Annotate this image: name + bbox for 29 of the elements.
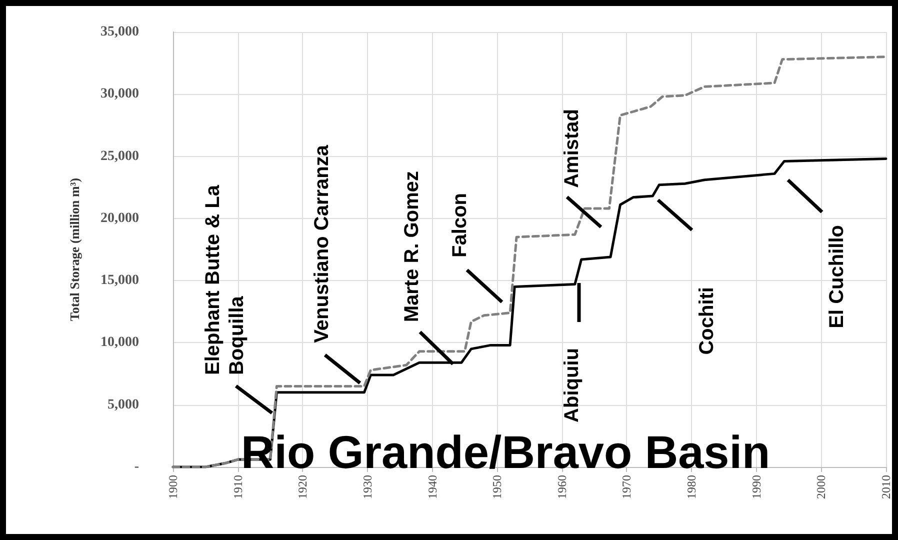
x-tick-label: 1900 xyxy=(166,475,180,499)
x-tick-label: 1940 xyxy=(425,475,440,499)
x-tick-label: 1990 xyxy=(749,475,764,499)
y-tick-label: 15,000 xyxy=(100,273,139,288)
y-tick-label: 25,000 xyxy=(100,148,139,164)
x-tick-label: 2000 xyxy=(814,475,828,499)
annotation: Amistad xyxy=(560,109,584,188)
annotation: Falcon xyxy=(448,192,472,257)
annotation: Cochiti xyxy=(695,287,719,355)
x-tick-label: 1970 xyxy=(620,475,634,499)
x-tick-label: 1910 xyxy=(230,475,245,499)
annotation: Venustiano Carranza xyxy=(310,145,334,343)
y-tick-label: 10,000 xyxy=(100,335,139,350)
annotation: Abiquiu xyxy=(560,348,584,422)
x-tick-label: 1960 xyxy=(554,475,569,499)
x-tick-label: 1980 xyxy=(684,475,699,499)
y-tick-label: 35,000 xyxy=(100,24,139,40)
y-axis-title: Total Storage (million m³) xyxy=(67,178,82,322)
y-tick-label: 5,000 xyxy=(108,397,139,412)
x-tick-label: 2010 xyxy=(879,475,893,499)
y-tick-label: - xyxy=(134,460,140,474)
y-tick-label: 20,000 xyxy=(100,210,139,226)
x-tick-label: 1950 xyxy=(490,475,504,499)
x-tick-label: 1920 xyxy=(296,475,310,499)
annotation: Elephant Butte & La Boquilla xyxy=(201,184,249,375)
annotation: El Cuchillo xyxy=(825,225,849,328)
annotation: Marte R. Gomez xyxy=(400,170,424,322)
y-tick-label: 30,000 xyxy=(100,86,139,102)
x-tick-label: 1930 xyxy=(360,475,374,499)
